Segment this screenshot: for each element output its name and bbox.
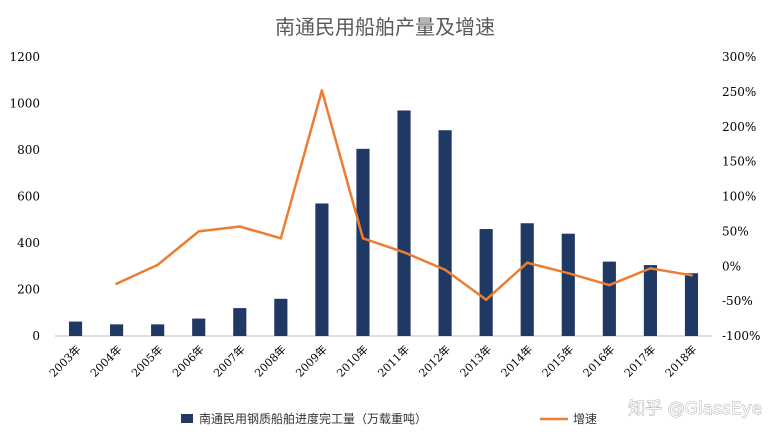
line-point: [443, 268, 447, 272]
x-tick-label: 2015年: [539, 342, 576, 379]
line-point: [361, 237, 365, 240]
bar: [397, 110, 411, 336]
bar: [561, 233, 575, 336]
x-tick-label: 2016年: [580, 342, 617, 379]
bar: [356, 148, 370, 336]
bar: [520, 223, 534, 336]
line-point: [608, 283, 611, 287]
y-left-tick-label: 0: [32, 329, 40, 343]
y-axis-left: 0 200 400 600 800 1000 1200: [9, 50, 40, 343]
x-tick-label: 2010年: [334, 342, 371, 379]
line-point: [690, 274, 693, 277]
x-tick-label: 2012年: [416, 342, 453, 379]
y-left-tick-label: 400: [17, 236, 40, 250]
bar: [438, 130, 452, 336]
y-left-tick-label: 600: [17, 190, 40, 204]
x-tick-label: 2011年: [375, 342, 412, 379]
x-tick-label: 2006年: [169, 342, 206, 379]
x-axis: 2003年 2004年 2005年 2006年 2007年 2008年 2009年 2010年…: [46, 342, 699, 379]
line-point: [115, 282, 118, 285]
chart-title: 南通民用船舶产量及增速: [275, 15, 495, 39]
line-point: [156, 263, 159, 267]
line-point: [525, 261, 529, 265]
legend-bar-swatch: [181, 414, 193, 423]
x-tick-label: 2009年: [293, 342, 330, 379]
x-tick-label: 2013年: [457, 342, 494, 379]
bar: [684, 273, 699, 336]
y-left-tick-label: 1000: [9, 97, 40, 111]
y-right-tick-label: -100%: [722, 329, 760, 343]
watermark: 知乎 @GlassEye: [628, 399, 762, 419]
bar: [274, 298, 288, 336]
x-tick-label: 2017年: [621, 342, 658, 379]
x-tick-label: 2008年: [251, 342, 288, 379]
bar: [151, 324, 165, 336]
y-left-tick-label: 800: [17, 143, 40, 157]
x-tick-label: 2005年: [128, 342, 165, 379]
line-point: [649, 267, 652, 270]
legend-bar-label: 南通民用钢质船舶进度完工量（万载重吨）: [199, 411, 427, 426]
legend-line-label: 增速: [573, 412, 597, 426]
line-point: [238, 225, 242, 228]
line-point: [320, 89, 324, 92]
line-point: [279, 237, 283, 240]
x-tick-label: 2007年: [210, 342, 247, 379]
bar: [233, 308, 247, 336]
y-axis-right: -100% -50% 0% 50% 100% 150% 200% 250% 300%: [722, 50, 760, 343]
y-right-tick-label: 250%: [722, 85, 756, 99]
y-right-tick-label: -50%: [722, 294, 753, 308]
bar: [479, 229, 493, 336]
bar: [315, 203, 329, 336]
line-point: [402, 251, 406, 254]
y-left-tick-label: 1200: [9, 50, 40, 64]
y-right-tick-label: 0%: [722, 259, 741, 273]
y-right-tick-label: 150%: [722, 155, 756, 169]
x-tick-label: 2003年: [46, 342, 83, 379]
legend: 南通民用钢质船舶进度完工量（万载重吨） 增速: [181, 411, 597, 426]
y-left-tick-label: 200: [17, 283, 40, 297]
y-right-tick-label: 50%: [722, 224, 749, 238]
y-right-tick-label: 300%: [722, 50, 756, 64]
line-point: [197, 230, 201, 233]
bar: [68, 321, 83, 336]
y-right-tick-label: 200%: [722, 120, 756, 134]
y-right-tick-label: 100%: [722, 190, 756, 204]
bar: [602, 261, 616, 336]
bar: [643, 265, 657, 336]
x-tick-label: 2018年: [662, 342, 699, 379]
bar-series: [68, 110, 699, 336]
bar: [110, 324, 124, 336]
line-point: [484, 298, 488, 302]
line-series: [115, 89, 693, 302]
x-tick-label: 2004年: [87, 342, 124, 379]
line-point: [566, 271, 570, 275]
bar: [192, 318, 206, 336]
x-tick-label: 2014年: [498, 342, 535, 379]
